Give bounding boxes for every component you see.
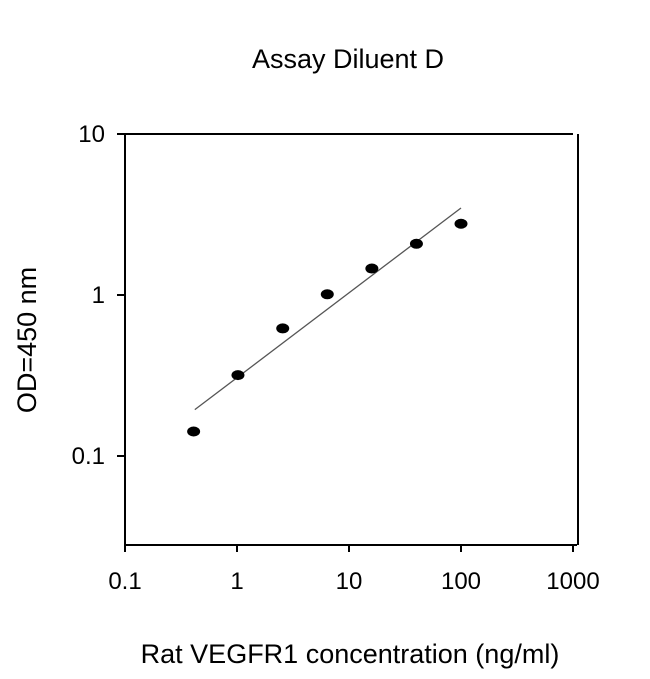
y-tick-label: 10	[78, 121, 105, 148]
x-tick-label: 0.1	[108, 568, 141, 595]
data-point	[409, 238, 423, 249]
x-tick-label: 100	[441, 568, 481, 595]
chart-title: Assay Diluent D	[252, 44, 444, 74]
x-tick-label: 1000	[546, 568, 599, 595]
axes	[118, 133, 579, 546]
ticks: 0.1 1 10 100 1000 0.1 1 10	[72, 121, 600, 595]
x-tick-label: 10	[336, 568, 363, 595]
data-point	[187, 426, 201, 437]
y-tick-label: 0.1	[72, 443, 105, 470]
data-point	[320, 289, 334, 300]
y-tick-label: 1	[92, 282, 105, 309]
x-axis-label: Rat VEGFR1 concentration (ng/ml)	[141, 639, 560, 669]
data-point	[365, 263, 379, 274]
data-point	[231, 370, 245, 381]
data-point	[276, 323, 290, 334]
y-axis-label: OD=450 nm	[12, 267, 42, 413]
data-point	[454, 218, 468, 229]
x-tick-label: 1	[230, 568, 243, 595]
marks	[187, 207, 468, 437]
